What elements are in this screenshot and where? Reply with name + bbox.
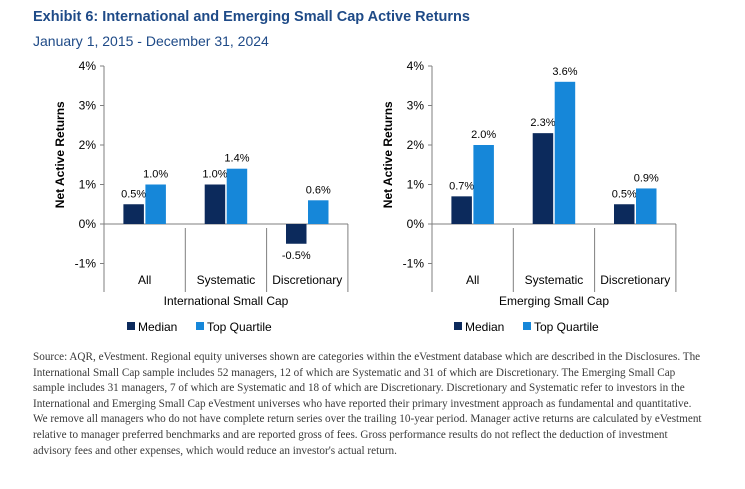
legend-swatch-median bbox=[127, 322, 135, 330]
data-label: 0.6% bbox=[306, 184, 331, 196]
category-label: Discretionary bbox=[600, 273, 670, 287]
category-label: Systematic bbox=[197, 273, 256, 287]
data-label: 0.9% bbox=[634, 172, 659, 184]
legend-label-top-quartile: Top Quartile bbox=[534, 320, 599, 334]
legend-label-median: Median bbox=[138, 320, 177, 334]
data-label: 2.0% bbox=[471, 129, 496, 141]
data-label: 3.6% bbox=[552, 66, 577, 78]
y-tick-label: 2% bbox=[407, 138, 425, 152]
category-label: Systematic bbox=[525, 273, 584, 287]
y-tick-label: 0% bbox=[407, 217, 425, 231]
y-axis-title: Net Active Returns bbox=[53, 101, 67, 208]
x-axis-title: Emerging Small Cap bbox=[499, 294, 609, 308]
y-tick-label: 4% bbox=[407, 59, 425, 73]
legend-swatch-top-quartile bbox=[523, 322, 531, 330]
bar-top-quartile bbox=[473, 145, 494, 224]
data-label: 0.5% bbox=[612, 188, 637, 200]
y-tick-label: 2% bbox=[79, 138, 97, 152]
y-axis-title: Net Active Returns bbox=[381, 101, 395, 208]
data-label: 1.4% bbox=[224, 153, 249, 165]
bar-top-quartile bbox=[554, 81, 576, 224]
legend-swatch-median bbox=[454, 322, 462, 330]
legend-label-median: Median bbox=[465, 320, 504, 334]
category-label: All bbox=[466, 273, 479, 287]
data-label: 1.0% bbox=[202, 169, 227, 181]
charts-canvas: 4% 3% 2% 1% 0% -1% Net Active Returns All System… bbox=[53, 59, 677, 334]
y-tick-label: 3% bbox=[407, 99, 425, 113]
y-tick-label: -1% bbox=[75, 257, 97, 271]
bar-top-quartile bbox=[636, 188, 657, 224]
data-label: 0.5% bbox=[121, 188, 146, 200]
data-label: -0.5% bbox=[282, 250, 311, 262]
x-axis-title: International Small Cap bbox=[164, 294, 289, 308]
category-label: All bbox=[138, 273, 151, 287]
data-label: 2.3% bbox=[530, 117, 555, 129]
category-label: Discretionary bbox=[272, 273, 342, 287]
data-label: 1.0% bbox=[143, 169, 168, 181]
y-tick-label: 1% bbox=[79, 178, 97, 192]
bar-top-quartile bbox=[145, 184, 166, 224]
source-note: Source: AQR, eVestment. Regional equity … bbox=[33, 351, 702, 457]
bar-top-quartile bbox=[308, 200, 329, 224]
legend-swatch-top-quartile bbox=[196, 322, 204, 330]
legend-label-top-quartile: Top Quartile bbox=[207, 320, 272, 334]
y-tick-label: 3% bbox=[79, 99, 97, 113]
bar-median bbox=[204, 184, 226, 224]
bar-median bbox=[451, 196, 472, 224]
data-label: 0.7% bbox=[449, 180, 474, 192]
bar-top-quartile bbox=[226, 168, 248, 224]
bar-median bbox=[123, 204, 144, 224]
y-tick-label: -1% bbox=[403, 257, 425, 271]
bar-median bbox=[614, 204, 635, 224]
bar-median bbox=[532, 133, 554, 224]
y-tick-label: 0% bbox=[79, 217, 97, 231]
exhibit-title: Exhibit 6: International and Emerging Sm… bbox=[33, 9, 470, 25]
date-range-subtitle: January 1, 2015 - December 31, 2024 bbox=[33, 33, 269, 49]
bar-median bbox=[286, 224, 307, 244]
y-tick-label: 1% bbox=[407, 178, 425, 192]
y-tick-label: 4% bbox=[79, 59, 97, 73]
